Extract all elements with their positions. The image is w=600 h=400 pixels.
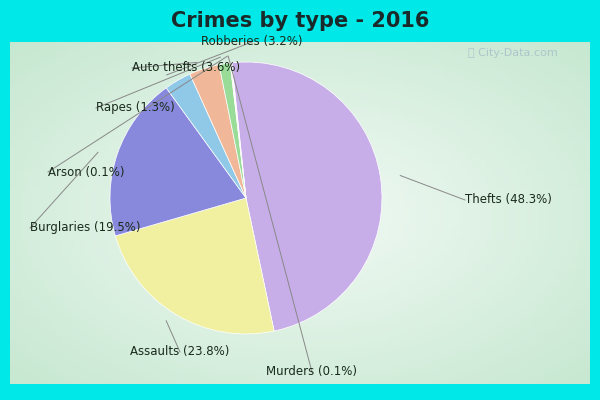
Wedge shape [230,63,246,198]
Wedge shape [110,88,246,236]
Text: Crimes by type - 2016: Crimes by type - 2016 [171,11,429,31]
Wedge shape [166,74,246,198]
Wedge shape [115,198,274,334]
Wedge shape [232,62,382,331]
Text: Burglaries (19.5%): Burglaries (19.5%) [30,222,140,234]
Wedge shape [231,63,246,198]
Text: Assaults (23.8%): Assaults (23.8%) [130,346,230,358]
Text: ⓘ City-Data.com: ⓘ City-Data.com [468,48,558,58]
Text: Murders (0.1%): Murders (0.1%) [266,366,358,378]
Wedge shape [190,65,246,198]
Text: Robberies (3.2%): Robberies (3.2%) [201,36,303,48]
Text: Arson (0.1%): Arson (0.1%) [48,166,125,178]
Text: Thefts (48.3%): Thefts (48.3%) [465,194,552,206]
Text: Rapes (1.3%): Rapes (1.3%) [96,102,175,114]
Text: Auto thefts (3.6%): Auto thefts (3.6%) [132,62,240,74]
Wedge shape [219,63,246,198]
